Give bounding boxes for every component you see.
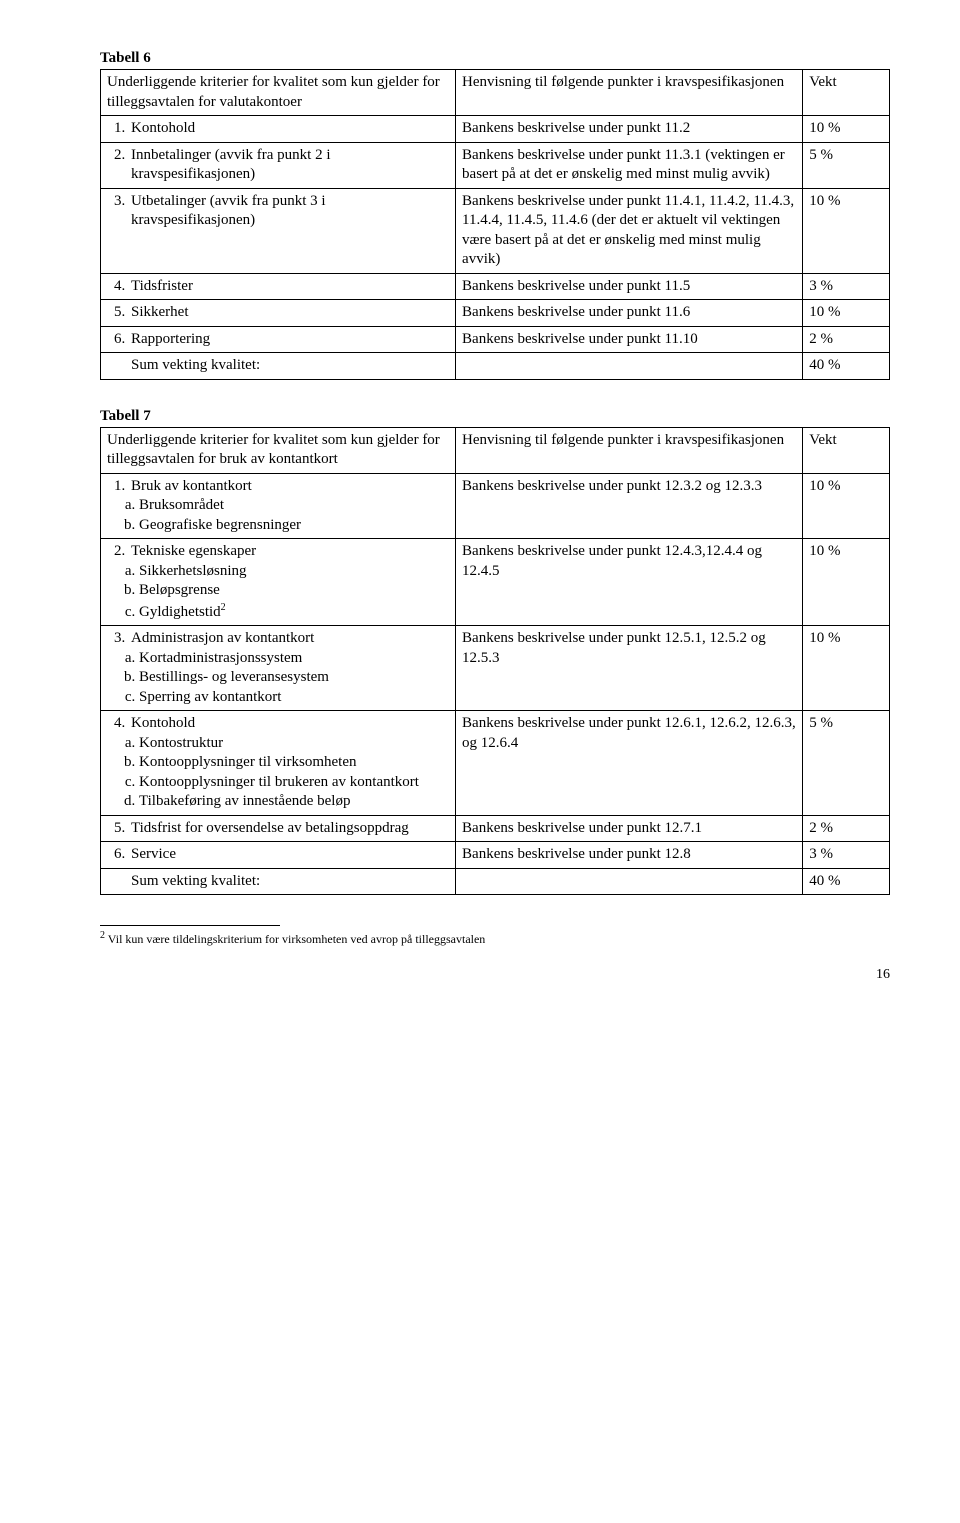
list-item: Kortadministrasjonssystem	[139, 649, 449, 669]
table-row: Bruk av kontantkort Bruksområdet Geograf…	[101, 473, 890, 539]
table6-header-col1: Underliggende kriterier for kvalitet som…	[101, 70, 456, 116]
table6-r2-c1: Innbetalinger (avvik fra punkt 2 i kravs…	[101, 142, 456, 188]
list-item: Bruksområdet	[139, 496, 449, 516]
table7-r6-c3: 3 %	[803, 842, 890, 869]
footnote: 2 Vil kun være tildelingskriterium for v…	[100, 930, 890, 947]
table7-sum-c3: 40 %	[803, 868, 890, 895]
footnote-separator	[100, 925, 280, 926]
table7-header-col1: Underliggende kriterier for kvalitet som…	[101, 427, 456, 473]
table6-r3-c1: Utbetalinger (avvik fra punkt 3 i kravsp…	[101, 188, 456, 273]
list-item: Gyldighetstid2	[139, 601, 449, 623]
list-item: Geografiske begrensninger	[139, 516, 449, 536]
table7-r3-c3: 10 %	[803, 626, 890, 711]
table-row: Kontohold Bankens beskrivelse under punk…	[101, 116, 890, 143]
table7-r6-c1: Service	[101, 842, 456, 869]
table6-r4-c1: Tidsfrister	[101, 273, 456, 300]
table-row: Tidsfrist for oversendelse av betalingso…	[101, 815, 890, 842]
table6-header-col2: Henvisning til følgende punkter i kravsp…	[456, 70, 803, 116]
table7-header-row: Underliggende kriterier for kvalitet som…	[101, 427, 890, 473]
list-item: Kontostruktur	[139, 734, 449, 754]
table-row: Administrasjon av kontantkort Kortadmini…	[101, 626, 890, 711]
table7-r3-c2: Bankens beskrivelse under punkt 12.5.1, …	[456, 626, 803, 711]
table7-header-col2: Henvisning til følgende punkter i kravsp…	[456, 427, 803, 473]
table7-r1-c2: Bankens beskrivelse under punkt 12.3.2 o…	[456, 473, 803, 539]
table-row: Tidsfrister Bankens beskrivelse under pu…	[101, 273, 890, 300]
table6-sum-c1: Sum vekting kvalitet:	[101, 353, 456, 380]
list-item: Tilbakeføring av innestående beløp	[139, 792, 449, 812]
table-row: Rapportering Bankens beskrivelse under p…	[101, 326, 890, 353]
table6-r1-c3: 10 %	[803, 116, 890, 143]
table7-r1-c3: 10 %	[803, 473, 890, 539]
table6-header-col3: Vekt	[803, 70, 890, 116]
table7-r5-c3: 2 %	[803, 815, 890, 842]
list-item: Sperring av kontantkort	[139, 688, 449, 708]
table-row: Sikkerhet Bankens beskrivelse under punk…	[101, 300, 890, 327]
table7: Underliggende kriterier for kvalitet som…	[100, 427, 890, 896]
table6-r1-c2: Bankens beskrivelse under punkt 11.2	[456, 116, 803, 143]
table6-r3-c3: 10 %	[803, 188, 890, 273]
table6-r4-c2: Bankens beskrivelse under punkt 11.5	[456, 273, 803, 300]
table7-sum-c1: Sum vekting kvalitet:	[101, 868, 456, 895]
table7-r6-c2: Bankens beskrivelse under punkt 12.8	[456, 842, 803, 869]
footnote-ref: 2	[221, 602, 226, 613]
table7-r5-c2: Bankens beskrivelse under punkt 12.7.1	[456, 815, 803, 842]
table7-sum-row: Sum vekting kvalitet: 40 %	[101, 868, 890, 895]
table-row: Innbetalinger (avvik fra punkt 2 i kravs…	[101, 142, 890, 188]
table6-r6-c1: Rapportering	[101, 326, 456, 353]
table7-sum-c2	[456, 868, 803, 895]
table6-r6-c2: Bankens beskrivelse under punkt 11.10	[456, 326, 803, 353]
table6-sum-c3: 40 %	[803, 353, 890, 380]
table7-r3-c1: Administrasjon av kontantkort Kortadmini…	[101, 626, 456, 711]
table6-r5-c3: 10 %	[803, 300, 890, 327]
table7-r2-c1: Tekniske egenskaper Sikkerhetsløsning Be…	[101, 539, 456, 626]
table6-r5-c1: Sikkerhet	[101, 300, 456, 327]
table6-r5-c2: Bankens beskrivelse under punkt 11.6	[456, 300, 803, 327]
list-item: Bestillings- og leveransesystem	[139, 668, 449, 688]
footnote-text: Vil kun være tildelingskriterium for vir…	[105, 932, 485, 946]
page-number: 16	[100, 967, 890, 983]
table6-r2-c2: Bankens beskrivelse under punkt 11.3.1 (…	[456, 142, 803, 188]
table6-r6-c3: 2 %	[803, 326, 890, 353]
table6-title: Tabell 6	[100, 50, 890, 67]
table6-sum-row: Sum vekting kvalitet: 40 %	[101, 353, 890, 380]
table-row: Tekniske egenskaper Sikkerhetsløsning Be…	[101, 539, 890, 626]
table6-header-row: Underliggende kriterier for kvalitet som…	[101, 70, 890, 116]
table7-r1-c1: Bruk av kontantkort Bruksområdet Geograf…	[101, 473, 456, 539]
table-row: Service Bankens beskrivelse under punkt …	[101, 842, 890, 869]
table7-r4-c2: Bankens beskrivelse under punkt 12.6.1, …	[456, 711, 803, 816]
table6-r3-c2: Bankens beskrivelse under punkt 11.4.1, …	[456, 188, 803, 273]
table6-r4-c3: 3 %	[803, 273, 890, 300]
table-row: Kontohold Kontostruktur Kontoopplysninge…	[101, 711, 890, 816]
list-item: Sikkerhetsløsning	[139, 562, 449, 582]
list-item: Beløpsgrense	[139, 581, 449, 601]
list-item: Kontoopplysninger til virksomheten	[139, 753, 449, 773]
table7-r4-c3: 5 %	[803, 711, 890, 816]
table7-r4-c1: Kontohold Kontostruktur Kontoopplysninge…	[101, 711, 456, 816]
table6-r2-c3: 5 %	[803, 142, 890, 188]
table7-title: Tabell 7	[100, 408, 890, 425]
table7-r2-c2: Bankens beskrivelse under punkt 12.4.3,1…	[456, 539, 803, 626]
table6: Underliggende kriterier for kvalitet som…	[100, 69, 890, 380]
table7-r5-c1: Tidsfrist for oversendelse av betalingso…	[101, 815, 456, 842]
table-row: Utbetalinger (avvik fra punkt 3 i kravsp…	[101, 188, 890, 273]
table7-header-col3: Vekt	[803, 427, 890, 473]
table6-r1-c1: Kontohold	[101, 116, 456, 143]
table7-r2-c3: 10 %	[803, 539, 890, 626]
list-item: Kontoopplysninger til brukeren av kontan…	[139, 773, 449, 793]
table6-sum-c2	[456, 353, 803, 380]
